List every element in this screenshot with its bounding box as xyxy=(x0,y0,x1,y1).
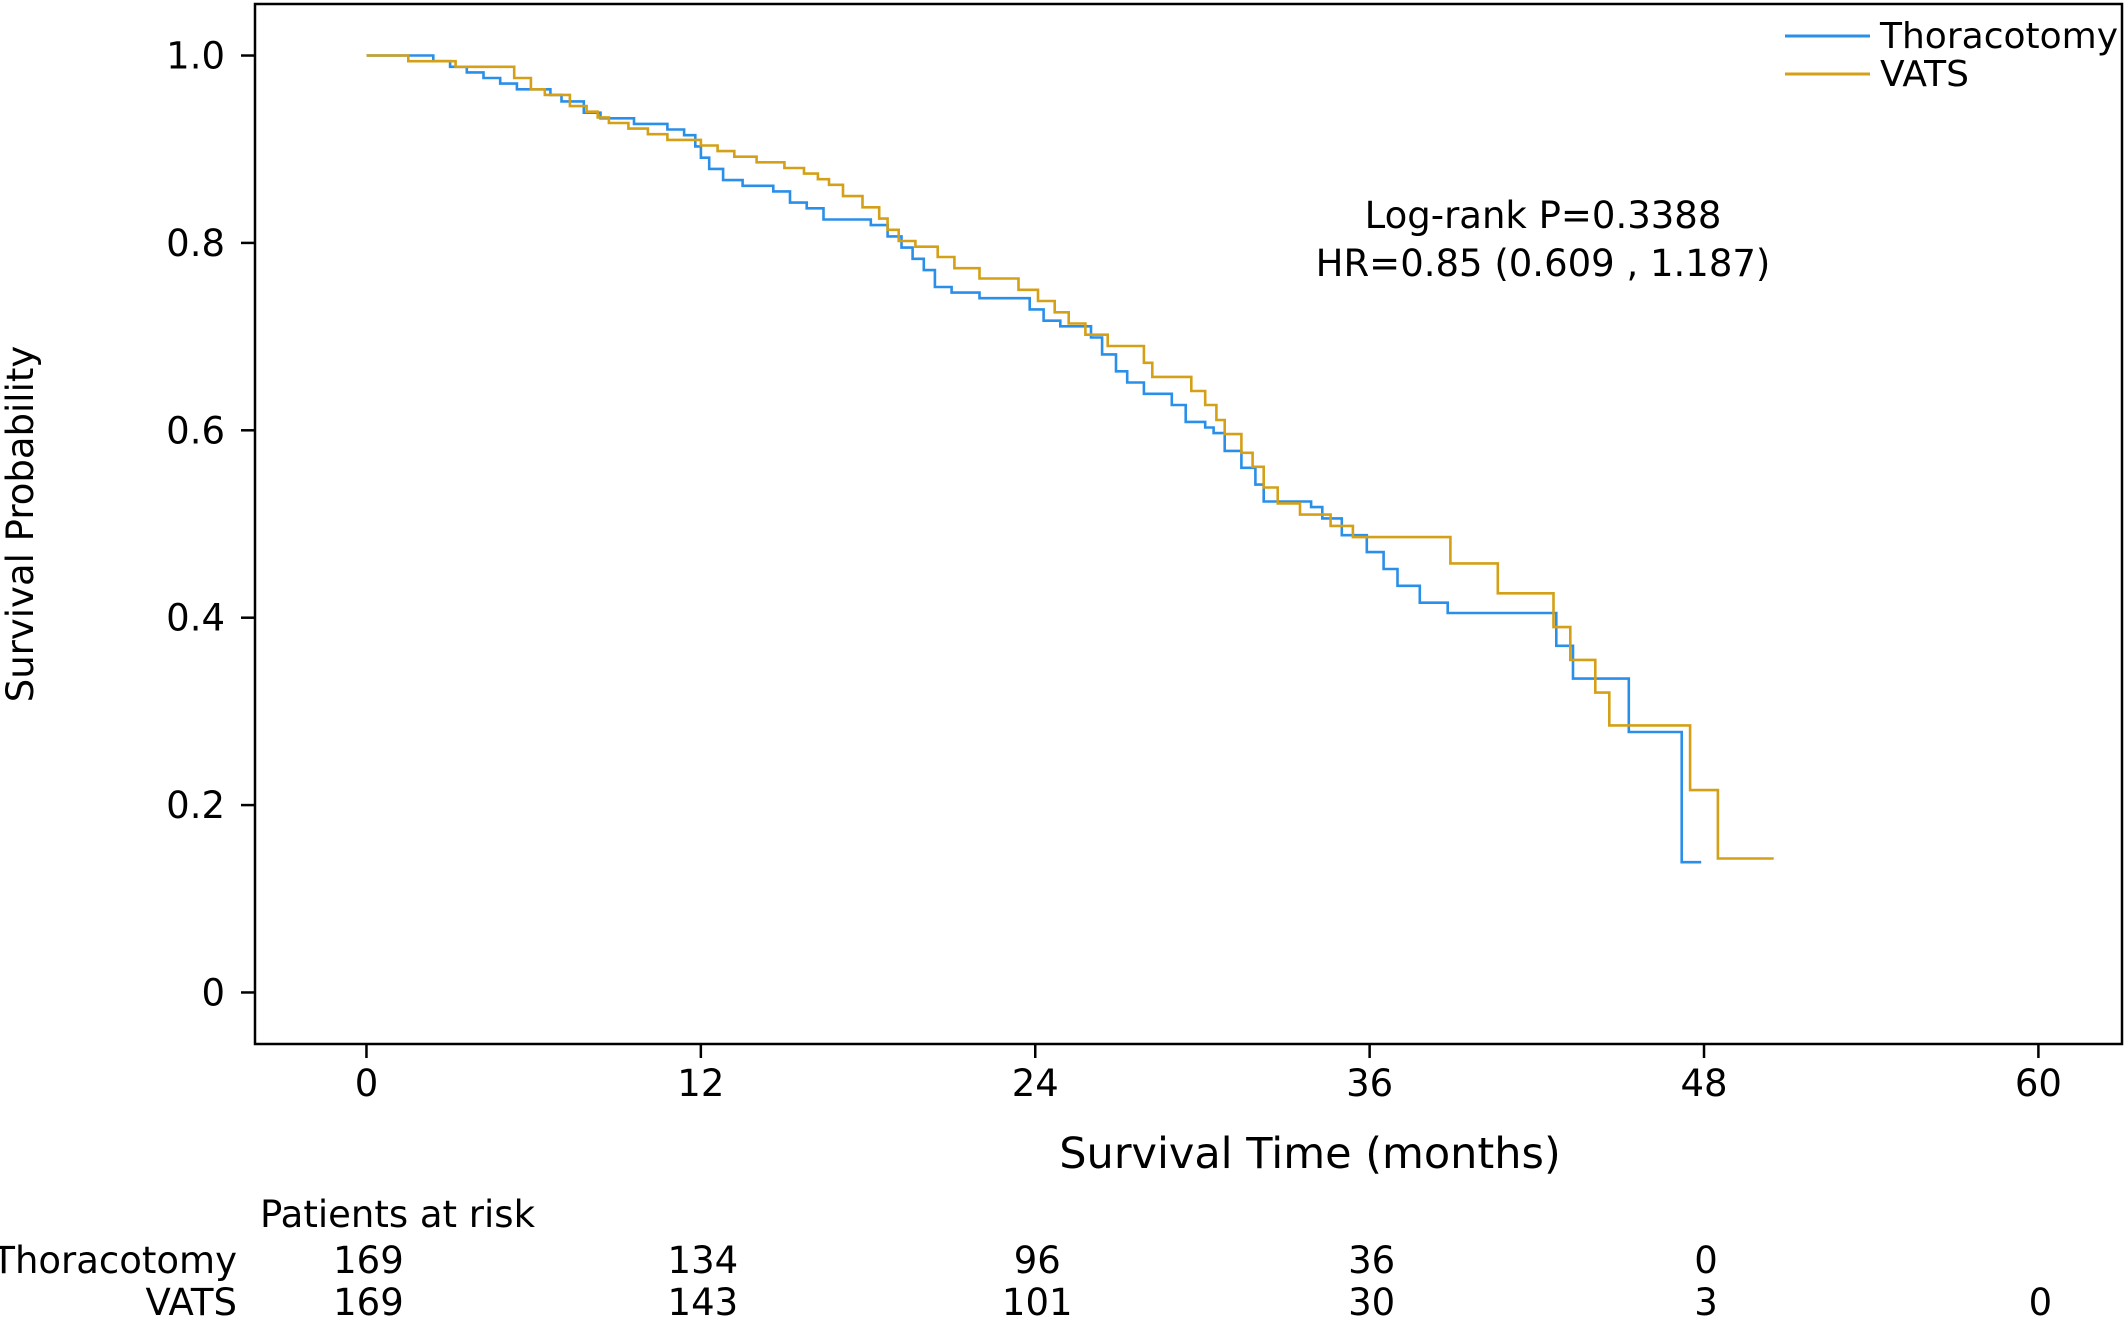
x-tick-label: 36 xyxy=(1346,1062,1393,1105)
risk-count: 0 xyxy=(2029,1281,2053,1318)
risk-count: 3 xyxy=(1694,1281,1718,1318)
legend-label-vats: VATS xyxy=(1880,54,1969,95)
risk-count: 30 xyxy=(1348,1281,1395,1318)
x-axis: 0 12 24 36 48 60 xyxy=(355,1044,2062,1105)
x-axis-title: Survival Time (months) xyxy=(1059,1129,1560,1179)
x-tick-label: 12 xyxy=(677,1062,724,1105)
risk-table-title: Patients at risk xyxy=(260,1193,536,1236)
risk-count: 143 xyxy=(668,1281,739,1318)
x-tick-label: 0 xyxy=(355,1062,379,1105)
series-line-vats xyxy=(366,54,1774,860)
risk-count: 169 xyxy=(333,1239,404,1282)
risk-count: 134 xyxy=(668,1239,739,1282)
risk-count: 96 xyxy=(1014,1239,1061,1282)
risk-count: 169 xyxy=(333,1281,404,1318)
risk-row-label-vats: VATS xyxy=(146,1281,237,1318)
series-layer xyxy=(366,54,1774,864)
logrank-annotation: Log-rank P=0.3388 xyxy=(1365,194,1722,237)
hazard-ratio-annotation: HR=0.85 (0.609 , 1.187) xyxy=(1316,242,1771,285)
x-tick-label: 48 xyxy=(1680,1062,1727,1105)
y-tick-label: 0 xyxy=(201,971,225,1014)
risk-count: 36 xyxy=(1348,1239,1395,1282)
risk-row-label-thoracotomy: Thoracotomy xyxy=(0,1239,237,1282)
risk-count: 101 xyxy=(1002,1281,1073,1318)
y-tick-label: 0.8 xyxy=(166,222,225,265)
y-axis-title: Survival Probability xyxy=(0,346,42,703)
series-line-thoracotomy xyxy=(366,54,1702,864)
risk-count: 0 xyxy=(1694,1239,1718,1282)
y-tick-label: 0.2 xyxy=(166,784,225,827)
y-axis: 0 0.2 0.4 0.6 0.8 1.0 xyxy=(166,35,255,1014)
y-tick-label: 0.4 xyxy=(166,597,225,640)
y-tick-label: 1.0 xyxy=(166,35,225,78)
y-tick-label: 0.6 xyxy=(166,409,225,452)
legend: Thoracotomy VATS xyxy=(1785,16,2118,95)
x-tick-label: 60 xyxy=(2015,1062,2062,1105)
plot-frame xyxy=(253,2,2124,1046)
legend-label-thoracotomy: Thoracotomy xyxy=(1879,16,2118,57)
x-tick-label: 24 xyxy=(1012,1062,1059,1105)
